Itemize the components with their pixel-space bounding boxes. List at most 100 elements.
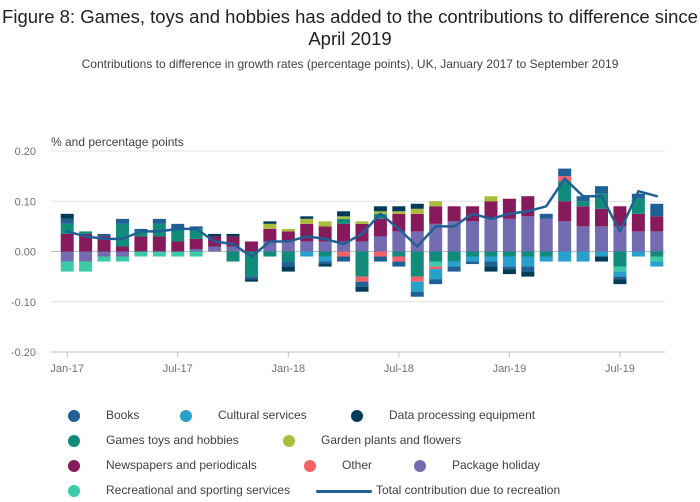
bar-segment: [355, 286, 369, 292]
bar-segment: [226, 236, 240, 247]
bar-segment: [263, 241, 277, 252]
bar-segment: [429, 279, 443, 285]
bar-segment: [466, 256, 480, 262]
bar-segment: [152, 236, 166, 252]
bar-segment: [281, 251, 295, 262]
bar-segment: [484, 251, 498, 257]
bar-segment: [410, 213, 424, 232]
bar-segment: [263, 251, 277, 257]
bar-segment: [558, 221, 572, 252]
bar-segment: [171, 241, 185, 252]
x-tick-label: Jul-19: [605, 363, 635, 375]
bar-segment: [410, 251, 424, 277]
bar-segment: [539, 251, 553, 257]
bar-segment: [576, 251, 590, 262]
bar-segment: [392, 261, 406, 267]
bar-segment: [539, 218, 553, 252]
bar-segment: [115, 223, 129, 247]
bar-segment: [189, 226, 203, 229]
bar-segment: [484, 266, 498, 272]
bar-segment: [263, 223, 277, 229]
bar-segment: [281, 266, 295, 272]
bar-segment: [281, 228, 295, 232]
bar-segment: [189, 251, 203, 257]
bar-segment: [97, 236, 111, 252]
legend-label: Books: [106, 408, 140, 422]
legend-label: Cultural services: [218, 408, 307, 422]
bar-segment: [189, 248, 203, 252]
bar-segment: [134, 228, 148, 232]
bar-segment: [355, 251, 369, 277]
bar-segment: [650, 251, 664, 257]
bar-segment: [521, 216, 535, 252]
bar-segment: [244, 251, 258, 277]
bar-segment: [521, 196, 535, 217]
bar-segment: [410, 291, 424, 297]
bar-segment: [613, 226, 627, 252]
legend-label: Data processing equipment: [389, 408, 536, 422]
bar-segment: [429, 206, 443, 224]
bar-segment: [318, 241, 332, 252]
legend-label: Newspapers and periodicals: [106, 458, 257, 472]
bar-segment: [60, 213, 74, 219]
bar-segment: [595, 251, 609, 257]
bar-segment: [208, 233, 222, 237]
total-contribution-line: [65, 177, 659, 258]
bar-segment: [521, 256, 535, 267]
bar-segment: [171, 228, 185, 242]
bar-segment: [595, 226, 609, 252]
x-tick-label: Jan-19: [493, 363, 527, 375]
legend-swatch-cultural-services: [180, 410, 192, 422]
bar-segment: [208, 246, 222, 252]
bar-segment: [539, 213, 553, 219]
bar-segment: [355, 276, 369, 282]
chart-title: Figure 8: Games, toys and hobbies has ad…: [2, 6, 698, 49]
bar-segment: [134, 236, 148, 252]
bar-segment: [631, 198, 645, 214]
bar-segment: [171, 251, 185, 257]
bar-segment: [79, 251, 93, 262]
bar-segment: [226, 233, 240, 237]
bar-segment: [447, 261, 461, 267]
bar-segment: [631, 193, 645, 199]
bar-segment: [613, 266, 627, 272]
y-axis-label: % and percentage points: [51, 135, 184, 149]
bar-segment: [373, 218, 387, 237]
bar-segment: [650, 203, 664, 217]
y-tick-label: -0.10: [11, 297, 36, 309]
bar-segment: [502, 251, 516, 257]
bar-segment: [650, 231, 664, 252]
bar-segment: [595, 256, 609, 262]
bar-segment: [373, 206, 387, 212]
bar-segment: [97, 251, 111, 257]
bar-segment: [263, 221, 277, 224]
bar-segment: [595, 208, 609, 227]
legend-swatch-newspapers-and-periodicals: [68, 460, 80, 472]
bar-segment: [502, 218, 516, 252]
bar-segment: [226, 251, 240, 262]
bar-segment: [189, 228, 203, 239]
bar-segment: [392, 231, 406, 252]
y-tick-label: 0.20: [15, 146, 36, 158]
bar-segment: [60, 218, 74, 224]
bar-segment: [392, 211, 406, 214]
bar-segment: [595, 186, 609, 194]
bar-segment: [484, 201, 498, 219]
bar-segment: [355, 241, 369, 252]
bar-segment: [318, 261, 332, 265]
bar-segment: [502, 266, 516, 270]
legend-line-total-contribution: [316, 490, 372, 493]
bar-segment: [79, 233, 93, 252]
bar-segment: [521, 271, 535, 277]
bar-segment: [410, 208, 424, 214]
bar-segment: [631, 231, 645, 252]
bar-segment: [466, 251, 480, 257]
chart-subtitle: Contributions to difference in growth ra…: [81, 57, 619, 71]
bar-segment: [521, 266, 535, 272]
bar-segment: [429, 261, 443, 267]
bar-segment: [300, 216, 314, 219]
bar-segment: [171, 223, 185, 229]
x-tick-label: Jul-17: [163, 363, 193, 375]
legend-swatch-data-processing-equipment: [351, 410, 363, 422]
bar-segment: [244, 276, 258, 280]
